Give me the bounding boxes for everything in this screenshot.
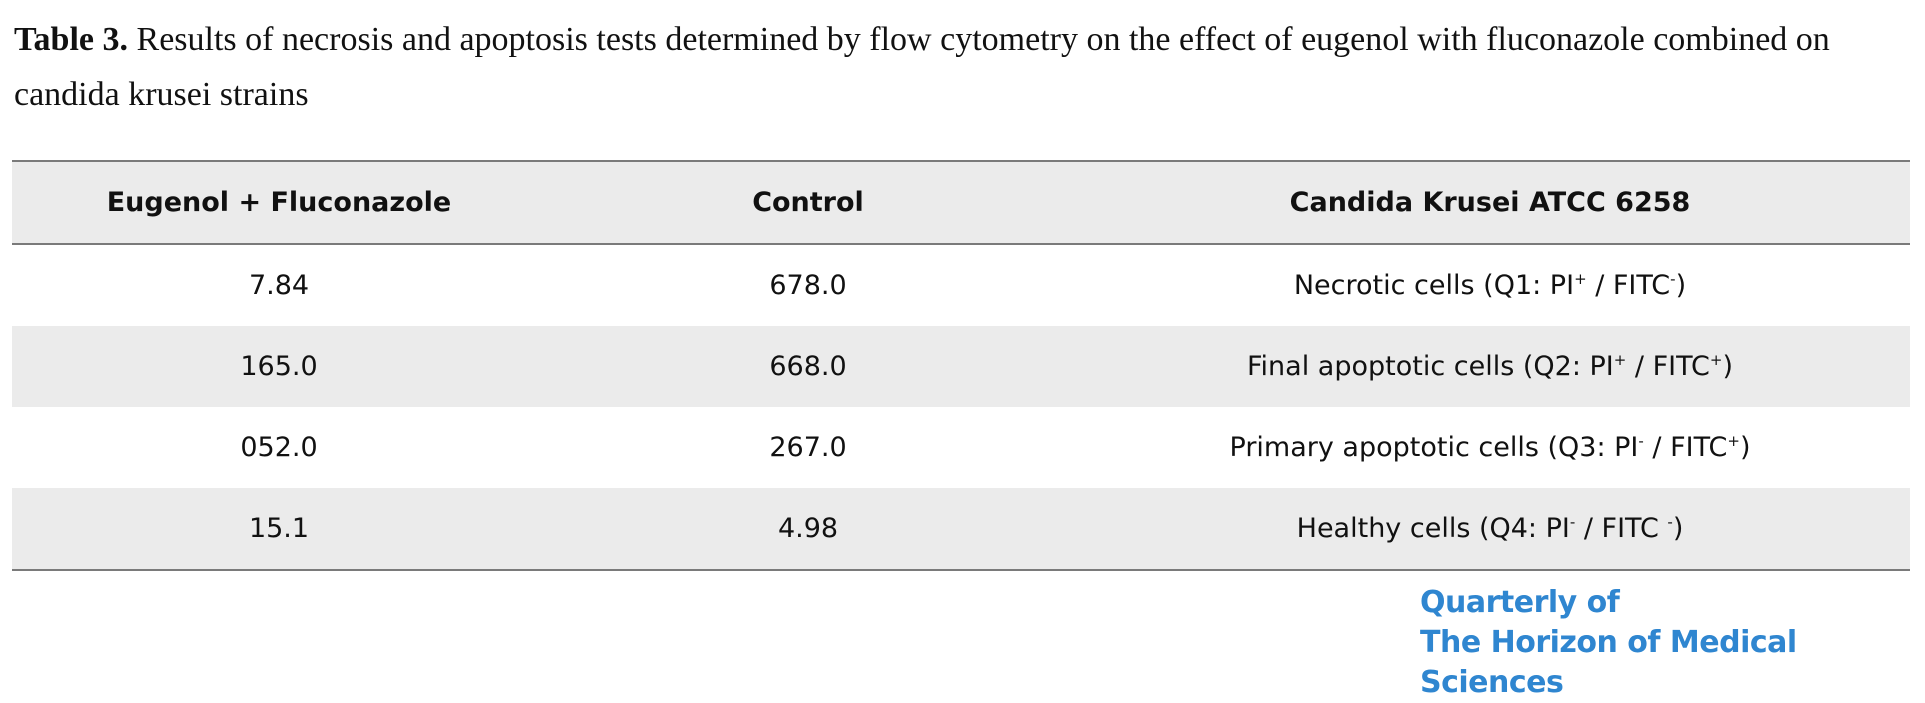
cell-cell-type: Healthy cells (Q4: PI- / FITC -) <box>1070 488 1910 570</box>
cell-control: 4.98 <box>777 513 839 544</box>
cell-eugenol-fluconazole: 15.1 <box>248 513 310 544</box>
table-row: 15.1 4.98 Healthy cells (Q4: PI- / FITC … <box>12 488 1910 570</box>
header-eugenol-fluconazole: Eugenol + Fluconazole <box>106 187 452 218</box>
journal-logo: Quarterly of The Horizon of Medical Scie… <box>1420 583 1925 703</box>
header-control: Control <box>752 187 864 218</box>
journal-logo-line2: The Horizon of Medical Sciences <box>1420 625 1797 700</box>
cell-eugenol-fluconazole: 7.84 <box>248 270 310 301</box>
fitc-marker: - <box>1670 270 1676 288</box>
cell-cell-type: Primary apoptotic cells (Q3: PI- / FITC+… <box>1070 407 1910 488</box>
table-caption-label: Table 3. <box>14 21 129 58</box>
pi-marker: + <box>1613 351 1627 369</box>
fitc-marker: - <box>1667 513 1673 531</box>
cell-type-text: Final apoptotic cells (Q2: PI <box>1246 351 1614 382</box>
table-row: 7.84 678.0 Necrotic cells (Q1: PI+ / FIT… <box>12 244 1910 326</box>
cell-control: 678.0 <box>769 270 847 301</box>
results-table-wrapper: Eugenol + Fluconazole Control Candida Kr… <box>12 160 1910 571</box>
cell-control: 267.0 <box>769 432 847 463</box>
cell-type-text: / FITC <box>1626 351 1710 382</box>
cell-type-text: Necrotic cells (Q1: PI <box>1293 270 1575 301</box>
cell-eugenol-fluconazole: 052.0 <box>240 432 318 463</box>
cell-type-text: ) <box>1672 513 1684 544</box>
fitc-marker: + <box>1727 432 1740 450</box>
table-caption-text: Results of necrosis and apoptosis tests … <box>14 21 1830 113</box>
fitc-marker: + <box>1709 351 1723 369</box>
cell-type-text: ) <box>1739 432 1751 463</box>
table-caption: Table 3. Results of necrosis and apoptos… <box>14 12 1909 122</box>
cell-type-text: / FITC <box>1586 270 1671 301</box>
journal-logo-line1: Quarterly of <box>1420 585 1620 620</box>
cell-type-text: / FITC <box>1575 513 1668 544</box>
pi-marker: + <box>1574 270 1587 288</box>
cell-type-text: ) <box>1722 351 1733 382</box>
header-candida-krusei: Candida Krusei ATCC 6258 <box>1289 187 1691 218</box>
cell-cell-type: Necrotic cells (Q1: PI+ / FITC-) <box>1070 244 1910 326</box>
cell-type-text: / FITC <box>1643 432 1728 463</box>
table-header-row: Eugenol + Fluconazole Control Candida Kr… <box>12 161 1910 244</box>
pi-marker: - <box>1569 513 1576 531</box>
results-table: Eugenol + Fluconazole Control Candida Kr… <box>12 160 1910 571</box>
pi-marker: - <box>1638 432 1644 450</box>
cell-cell-type: Final apoptotic cells (Q2: PI+ / FITC+) <box>1070 326 1910 407</box>
cell-eugenol-fluconazole: 165.0 <box>240 351 318 382</box>
table-row: 052.0 267.0 Primary apoptotic cells (Q3:… <box>12 407 1910 488</box>
table-row: 165.0 668.0 Final apoptotic cells (Q2: P… <box>12 326 1910 407</box>
cell-type-text: ) <box>1675 270 1687 301</box>
cell-control: 668.0 <box>769 351 847 382</box>
cell-type-text: Primary apoptotic cells (Q3: PI <box>1229 432 1639 463</box>
cell-type-text: Healthy cells (Q4: PI <box>1296 513 1570 544</box>
